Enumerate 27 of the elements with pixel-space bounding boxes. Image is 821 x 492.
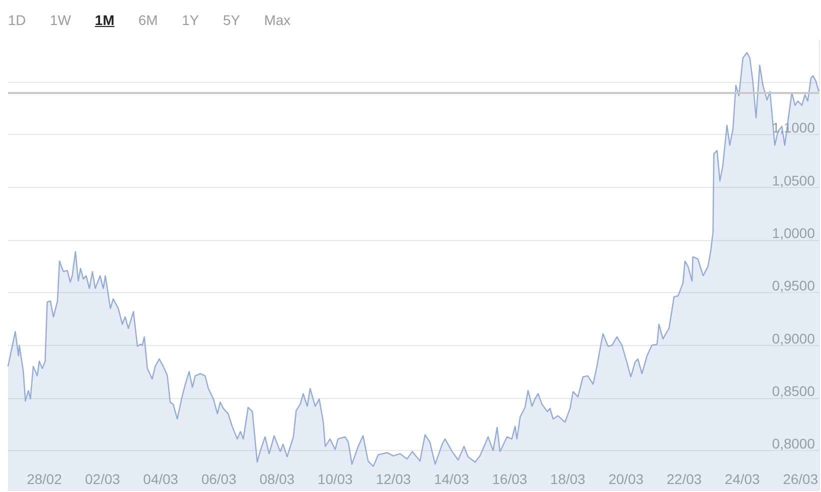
y-tick-label: 1,0500 (772, 172, 816, 188)
x-tick-label: 04/03 (143, 471, 178, 487)
y-tick-label: 0,8000 (772, 436, 816, 452)
x-tick-label: 22/03 (666, 471, 702, 487)
x-tick-label: 26/03 (782, 471, 818, 487)
x-tick-label: 06/03 (201, 471, 237, 487)
y-tick-label: 0,8500 (772, 382, 816, 399)
x-tick-label: 02/03 (84, 471, 120, 487)
x-tick-label: 20/03 (608, 471, 644, 487)
text: 5Y (222, 12, 240, 28)
x-tick-label: 16/03 (492, 471, 528, 487)
y-tick-label: 0,9500 (772, 278, 816, 294)
text: 1M (94, 12, 114, 28)
x-tick-label: 10/03 (318, 471, 353, 487)
x-tick-label: 28/02 (26, 471, 62, 487)
text: 1Y (182, 12, 199, 28)
x-tick-label: 12/03 (376, 471, 412, 487)
y-tick-label: 1,0000 (772, 225, 816, 241)
text: 1W (50, 12, 71, 28)
text: 1D (8, 12, 26, 28)
x-tick-label: 14/03 (434, 471, 470, 487)
text: Max (264, 12, 291, 28)
x-tick-label: 24/03 (724, 471, 760, 487)
x-tick-label: 08/03 (259, 471, 295, 487)
x-tick-label: 18/03 (550, 471, 586, 487)
text: 6M (138, 12, 158, 28)
y-tick-label: 0,9000 (772, 330, 816, 346)
